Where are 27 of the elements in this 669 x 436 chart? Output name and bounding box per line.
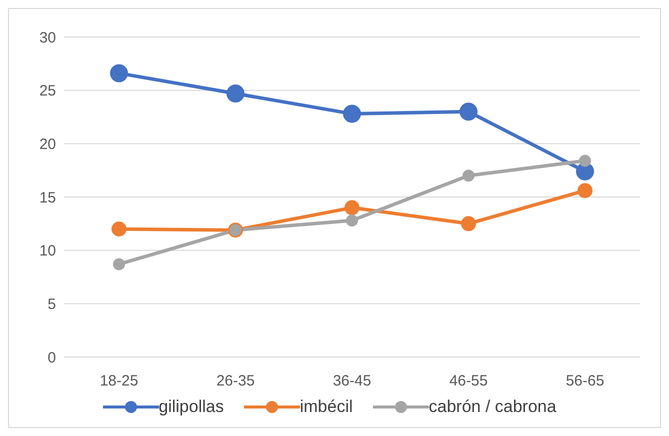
legend-label: cabrón / cabrona [428,397,556,417]
y-tick-label: 15 [39,189,56,206]
x-tick-label: 46-55 [449,372,488,390]
point [579,154,591,167]
y-tick-label: 0 [48,349,56,366]
y-tick-label: 5 [48,296,56,313]
point [344,200,360,216]
x-tick-label: 56-65 [566,372,604,390]
y-tick-label: 10 [39,242,56,260]
x-tick-label: 36-45 [332,372,372,390]
point [578,183,592,198]
point [346,214,358,226]
x-tick-label: 26-35 [216,372,255,390]
y-tick-label: 20 [39,136,56,153]
point [226,84,244,103]
point [113,258,125,270]
legend-label: gilipollas [158,397,224,417]
point [460,102,478,121]
point [343,104,361,123]
x-tick-label: 18-25 [100,372,138,390]
point [112,222,126,236]
point [110,64,128,82]
y-tick-label: 25 [39,82,56,100]
y-tick-label: 30 [39,29,56,46]
point [461,216,476,232]
legend-label: imbécil [300,397,353,417]
point [462,170,474,182]
